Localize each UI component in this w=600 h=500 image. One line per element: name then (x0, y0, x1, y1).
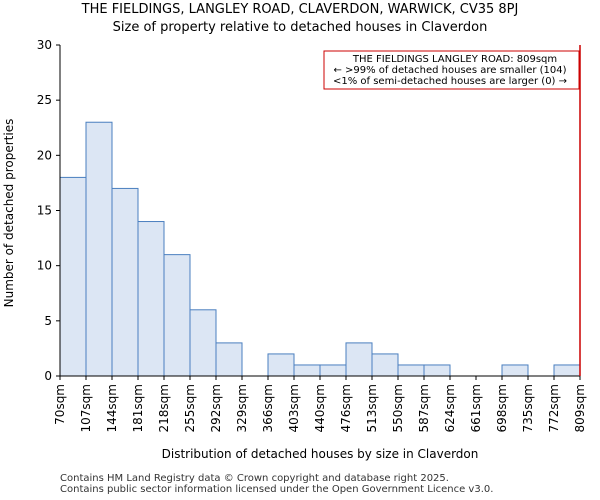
x-tick-label-366sqm: 366sqm (261, 384, 275, 432)
annotation-group: THE FIELDINGS LANGLEY ROAD: 809sqm ← >99… (323, 50, 580, 90)
bar-292sqm (215, 342, 243, 377)
x-tick-label-144sqm: 144sqm (105, 384, 119, 432)
bar-698sqm (501, 364, 529, 377)
y-tick-label-10: 10 (37, 259, 52, 273)
y-tick-label-15: 15 (37, 204, 52, 218)
y-tick-label-20: 20 (37, 148, 52, 162)
x-tick-label-772sqm: 772sqm (547, 384, 561, 432)
x-axis-label: Distribution of detached houses by size … (162, 447, 479, 461)
x-tick-label-698sqm: 698sqm (495, 384, 509, 432)
y-tick-label-30: 30 (37, 38, 52, 52)
x-tick-label-181sqm: 181sqm (131, 384, 145, 432)
bar-403sqm (293, 364, 321, 377)
footer-copyright: Contains HM Land Registry data © Crown c… (60, 473, 449, 484)
x-tick-label-624sqm: 624sqm (443, 384, 457, 432)
bar-772sqm (553, 364, 581, 377)
x-tick-label-513sqm: 513sqm (365, 384, 379, 432)
x-tick-label-70sqm: 70sqm (53, 384, 67, 425)
bar-366sqm (267, 353, 295, 377)
bar-255sqm (189, 309, 217, 377)
bar-513sqm (371, 353, 399, 377)
y-axis-label: Number of detached properties (2, 119, 16, 308)
bar-440sqm (319, 364, 347, 377)
bar-587sqm (423, 364, 451, 377)
annotation-line-1: THE FIELDINGS LANGLEY ROAD: 809sqm (352, 54, 557, 65)
annotation-box (323, 50, 580, 90)
x-tick-label-809sqm: 809sqm (573, 384, 587, 432)
x-tick-label-735sqm: 735sqm (521, 384, 535, 432)
bar-144sqm (111, 187, 139, 377)
y-tick-label-5: 5 (44, 314, 52, 328)
x-tick-label-661sqm: 661sqm (469, 384, 483, 432)
bars-group (59, 121, 581, 377)
x-tick-label-329sqm: 329sqm (235, 384, 249, 432)
x-tick-label-550sqm: 550sqm (391, 384, 405, 432)
x-tick-label-107sqm: 107sqm (79, 384, 93, 432)
annotation-line-3: <1% of semi-detached houses are larger (… (333, 76, 567, 87)
x-tick-label-587sqm: 587sqm (417, 384, 431, 432)
y-tick-label-0: 0 (44, 369, 52, 383)
axes-group: 0 5 10 15 20 25 30 70sqm 107sqm 144sqm 181sqm 218sq… (37, 38, 587, 432)
bar-218sqm (163, 254, 191, 377)
chart-title: THE FIELDINGS, LANGLEY ROAD, CLAVERDON, … (81, 2, 519, 17)
bar-476sqm (345, 342, 373, 377)
bar-181sqm (137, 221, 165, 377)
x-tick-label-292sqm: 292sqm (209, 384, 223, 432)
y-tick-label-25: 25 (37, 93, 52, 107)
annotation-line-2: ← >99% of detached houses are smaller (1… (333, 65, 566, 76)
footer-licence: Contains public sector information licen… (60, 484, 494, 495)
x-tick-label-255sqm: 255sqm (183, 384, 197, 432)
bar-70sqm (59, 176, 87, 377)
x-tick-label-218sqm: 218sqm (157, 384, 171, 432)
x-tick-label-476sqm: 476sqm (339, 384, 353, 432)
bar-107sqm (85, 121, 113, 377)
x-tick-label-440sqm: 440sqm (313, 384, 327, 432)
x-tick-label-403sqm: 403sqm (287, 384, 301, 432)
chart-subtitle: Size of property relative to detached ho… (112, 20, 488, 35)
bar-550sqm (397, 364, 425, 377)
